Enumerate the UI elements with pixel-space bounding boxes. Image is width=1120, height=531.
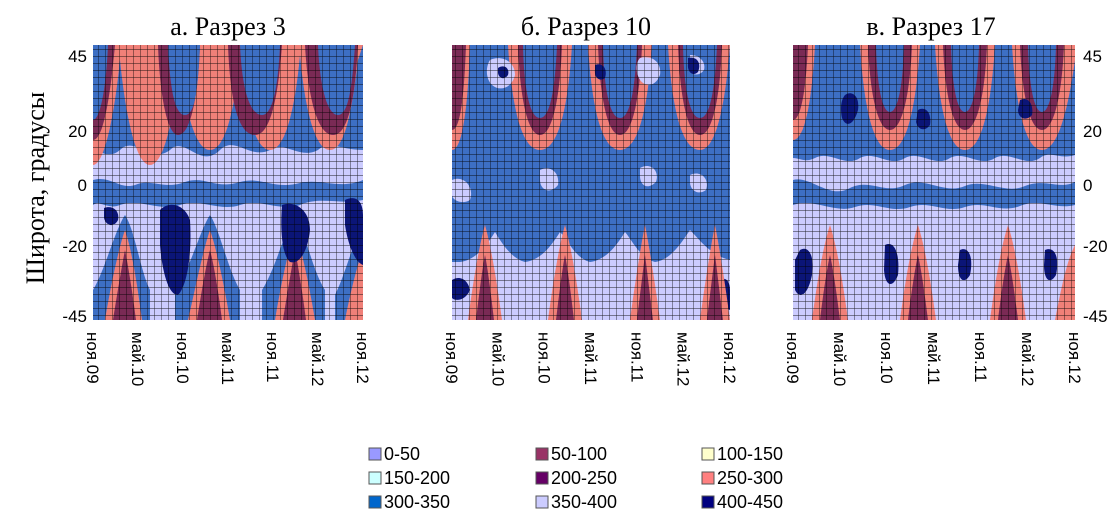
- x-tick-label: ноя.11: [263, 332, 282, 382]
- x-tick-label: ноя.12: [1065, 332, 1084, 384]
- x-tick-label: май.12: [308, 332, 327, 386]
- y-tick-left: 20: [68, 122, 87, 141]
- legend-label: 200-250: [551, 468, 617, 488]
- legend-swatch: [535, 471, 549, 485]
- x-tick-labels: ноя.09 май.10 ноя.10 май.11 ноя.11 май.12 ноя.…: [83, 332, 1084, 386]
- y-tick-left: 0: [78, 176, 87, 195]
- panel-v: в. Разрез 17: [793, 12, 1075, 320]
- y-tick-right: -20: [1083, 237, 1108, 256]
- x-tick-label: ноя.11: [971, 332, 990, 382]
- legend: 0-50 50-100 100-150 150-200 200-250 250-300 30…: [368, 444, 783, 512]
- x-tick-label: ноя.09: [83, 332, 102, 384]
- legend-swatch: [368, 447, 382, 461]
- y-tick-left: -45: [62, 307, 87, 326]
- contour-field: [93, 45, 363, 320]
- legend-item: 200-250: [535, 468, 617, 488]
- legend-label: 300-350: [384, 492, 450, 512]
- x-tick-label: ноя.09: [783, 332, 802, 384]
- y-tick-right: -45: [1083, 307, 1108, 326]
- y-tick-right: 20: [1083, 122, 1102, 141]
- x-tick-label: ноя.09: [442, 332, 461, 384]
- legend-label: 0-50: [384, 444, 420, 464]
- contour-field: [452, 45, 730, 320]
- panel-title: а. Разрез 3: [170, 12, 285, 41]
- legend-swatch: [701, 471, 715, 485]
- y-axis-label: Широта, градусы: [21, 92, 50, 284]
- x-tick-label: ноя.10: [535, 332, 554, 384]
- legend-swatch: [535, 495, 549, 509]
- legend-item: 150-200: [368, 468, 450, 488]
- legend-item: 50-100: [535, 444, 607, 464]
- x-tick-label: май.10: [488, 332, 507, 386]
- y-tick-left: -20: [62, 237, 87, 256]
- legend-label: 150-200: [384, 468, 450, 488]
- x-tick-label: май.12: [1018, 332, 1037, 386]
- x-tick-label: май.11: [581, 332, 600, 385]
- x-tick-label: ноя.12: [353, 332, 372, 384]
- legend-label: 350-400: [551, 492, 617, 512]
- x-tick-label: май.10: [830, 332, 849, 386]
- legend-swatch: [535, 447, 549, 461]
- x-tick-label: ноя.12: [720, 332, 739, 384]
- y-tick-left: 45: [68, 47, 87, 66]
- x-tick-label: май.12: [674, 332, 693, 386]
- legend-item: 100-150: [701, 444, 783, 464]
- legend-label: 100-150: [717, 444, 783, 464]
- legend-item: 400-450: [701, 492, 783, 512]
- legend-swatch: [701, 495, 715, 509]
- legend-label: 250-300: [717, 468, 783, 488]
- panel-title: б. Разрез 10: [521, 12, 651, 41]
- legend-swatch: [368, 495, 382, 509]
- contour-field: [793, 45, 1075, 320]
- x-tick-label: май.11: [218, 332, 237, 385]
- x-tick-label: май.11: [924, 332, 943, 385]
- panel-title: в. Разрез 17: [866, 12, 995, 41]
- x-tick-label: ноя.10: [173, 332, 192, 384]
- panel-b: б. Разрез 10: [452, 12, 730, 320]
- legend-swatch: [368, 471, 382, 485]
- x-tick-label: май.10: [128, 332, 147, 386]
- x-tick-label: ноя.10: [877, 332, 896, 384]
- legend-label: 50-100: [551, 444, 607, 464]
- x-tick-label: ноя.11: [627, 332, 646, 382]
- legend-item: 250-300: [701, 468, 783, 488]
- panel-a: а. Разрез 3: [93, 12, 363, 320]
- legend-item: 300-350: [368, 492, 450, 512]
- legend-swatch: [701, 447, 715, 461]
- legend-item: 0-50: [368, 444, 420, 464]
- y-tick-right: 0: [1083, 176, 1092, 195]
- legend-item: 350-400: [535, 492, 617, 512]
- legend-label: 400-450: [717, 492, 783, 512]
- y-tick-right: 45: [1083, 47, 1102, 66]
